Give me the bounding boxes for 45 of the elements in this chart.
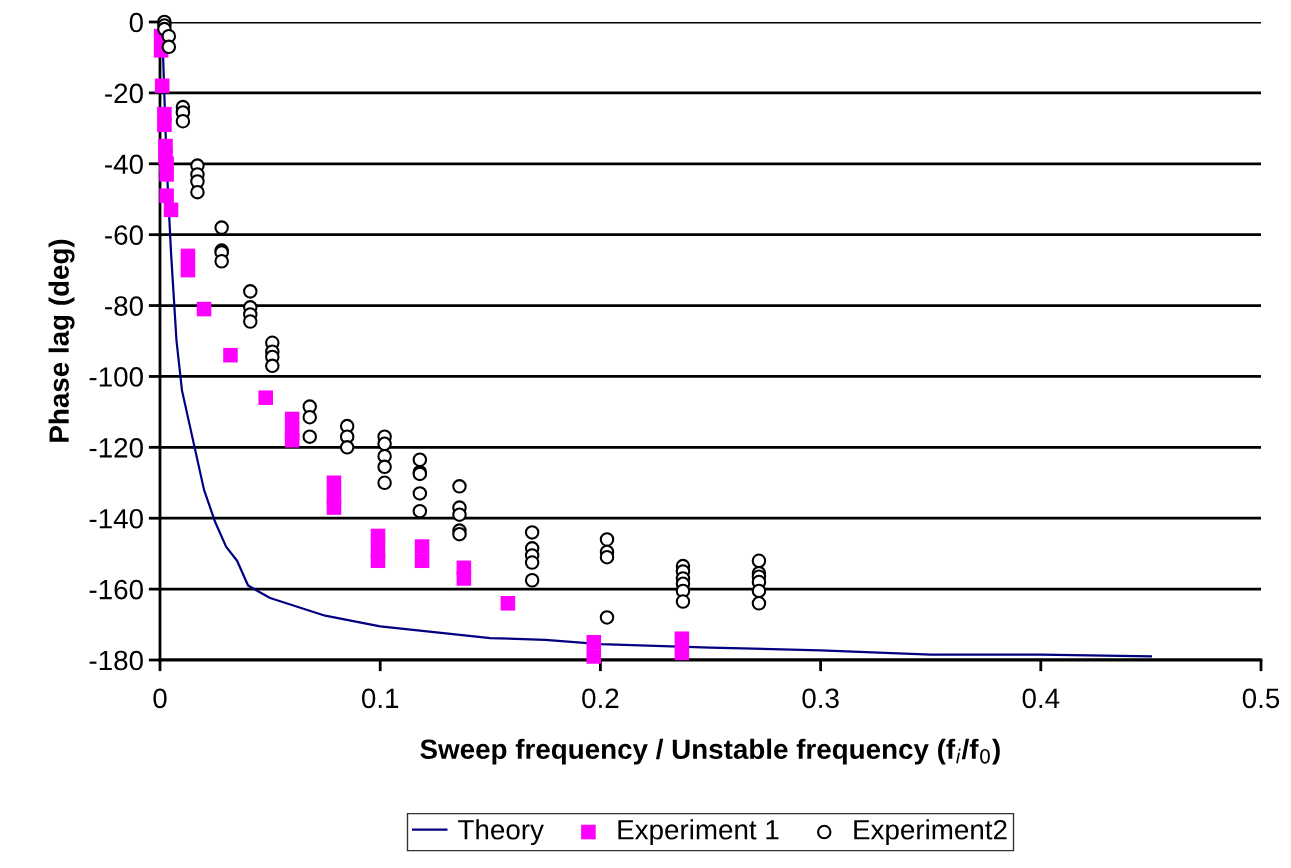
y-tick-label: -40 [105,154,143,175]
point [284,432,300,448]
point [154,78,170,94]
x-axis-title: Sweep frequency / Unstable frequency (f$_{i}$/f$_{0}$) [420,738,1000,765]
point [159,167,174,182]
point [586,649,602,664]
legend-label: Experiment 1 [618,819,779,846]
y-tick-label: -80 [105,296,143,316]
point [500,596,516,611]
point [180,248,196,264]
point [326,500,342,515]
point [163,202,179,218]
x-tick-label: 0.5 [1242,688,1280,709]
point [414,539,430,554]
y-tick-label: -100 [89,367,143,387]
point [370,553,386,569]
legend-label: Experiment2 [854,819,1007,846]
point [223,347,238,363]
point [586,634,602,650]
point [674,631,690,647]
point [414,553,430,569]
point [196,301,212,317]
point [456,571,472,586]
point [159,188,174,203]
x-tick-label: 0 [153,688,167,709]
point [326,475,342,491]
point [180,262,196,278]
point [157,117,172,133]
y-tick-label: -120 [89,438,143,458]
y-tick-label: -160 [89,579,143,600]
x-tick-label: 0.1 [361,688,399,709]
legend-label: Theory [458,819,544,846]
y-axis-title: Phase lag (deg) [48,239,75,442]
y-tick-label: -140 [89,508,143,529]
y-tick-label: 0 [129,12,143,33]
y-tick-label: -180 [89,650,143,671]
point [284,411,300,427]
point [674,645,690,661]
y-tick-label: -20 [105,83,143,104]
x-tick-label: 0.4 [1022,688,1060,709]
x-tick-label: 0.2 [582,688,619,709]
point [258,390,273,405]
y-tick-label: -60 [105,225,143,246]
x-tick-label: 0.3 [802,688,839,709]
point [370,528,386,544]
